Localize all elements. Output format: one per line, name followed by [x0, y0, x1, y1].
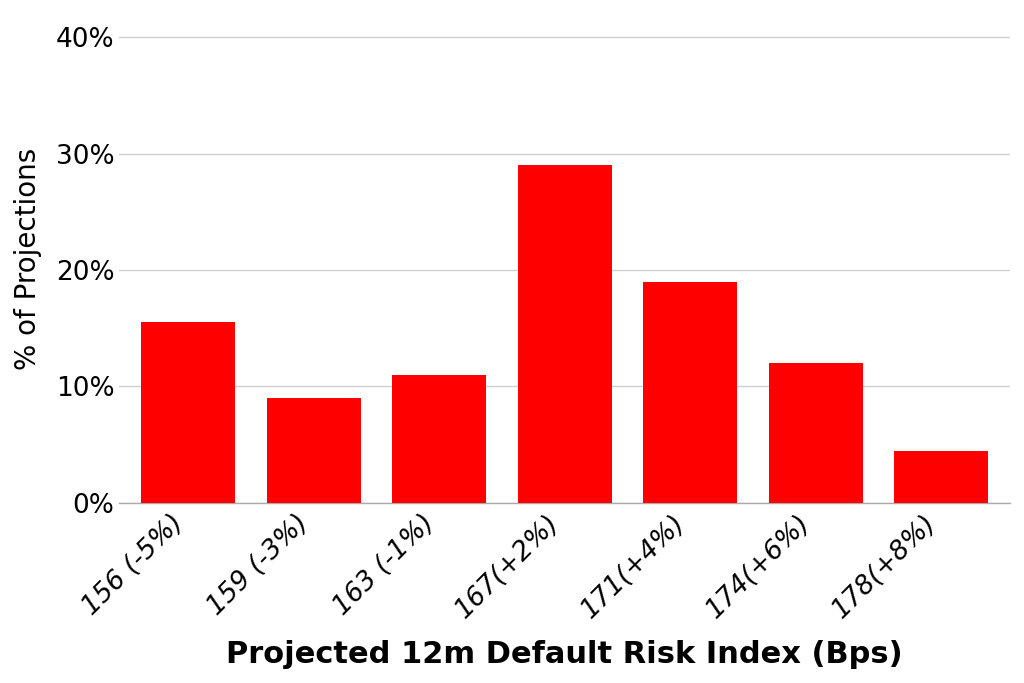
Bar [894, 451, 988, 503]
Y-axis label: % of Projections: % of Projections [14, 148, 42, 370]
Bar [769, 363, 862, 503]
Bar [266, 398, 360, 503]
Bar [643, 281, 737, 503]
Bar [141, 322, 236, 503]
Bar [392, 375, 486, 503]
X-axis label: Projected 12m Default Risk Index (Bps): Projected 12m Default Risk Index (Bps) [226, 640, 903, 669]
Bar [518, 165, 611, 503]
